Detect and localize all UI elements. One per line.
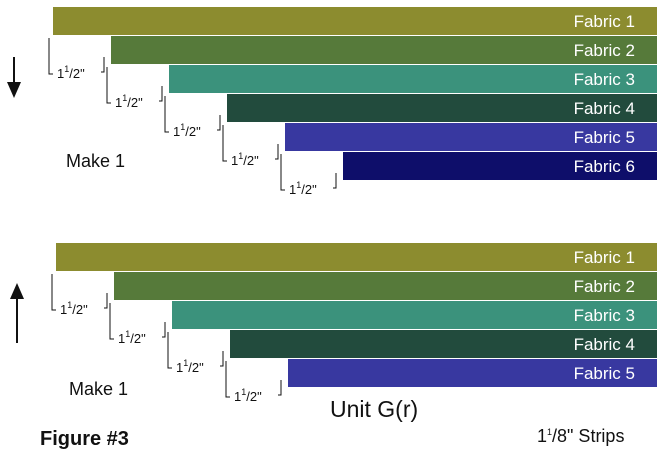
strip-label-fabric-2: Fabric 2 xyxy=(574,277,635,296)
strip-fabric-1 xyxy=(53,7,657,35)
strip-width-rest: /8" Strips xyxy=(552,426,624,446)
strip-label-fabric-5: Fabric 5 xyxy=(574,364,635,383)
svg-text:11/2": 11/2" xyxy=(118,329,146,346)
strip-fabric-6 xyxy=(343,152,657,180)
svg-text:11/2": 11/2" xyxy=(231,151,259,168)
strip-fabric-4 xyxy=(227,94,657,122)
offset-dimension-3: 11/2" xyxy=(167,332,224,375)
down-arrow-icon xyxy=(7,57,21,98)
strip-fabric-5 xyxy=(288,359,657,387)
strip-label-fabric-2: Fabric 2 xyxy=(574,41,635,60)
strip-fabric-3 xyxy=(172,301,657,329)
svg-text:11/2": 11/2" xyxy=(60,300,88,317)
strip-fabric-2 xyxy=(111,36,657,64)
strip-fabric-1 xyxy=(56,243,657,271)
figure-label: Figure #3 xyxy=(40,428,129,450)
strip-label-fabric-4: Fabric 4 xyxy=(574,335,635,354)
offset-dimension-1: 11/2" xyxy=(51,274,108,317)
strip-label-fabric-1: Fabric 1 xyxy=(574,12,635,31)
strip-label-fabric-6: Fabric 6 xyxy=(574,157,635,176)
unit-label: Unit G(r) xyxy=(330,396,418,422)
offset-dimension-2: 11/2" xyxy=(106,67,163,110)
up-arrow-icon xyxy=(10,283,24,343)
svg-text:11/2": 11/2" xyxy=(176,358,204,375)
offset-dimension-2: 11/2" xyxy=(109,303,166,346)
strip-width-sup: 1 xyxy=(547,427,552,437)
strip-width-whole: 1 xyxy=(537,426,547,446)
strip-label-fabric-4: Fabric 4 xyxy=(574,99,635,118)
svg-text:11/2": 11/2" xyxy=(57,64,85,81)
strip-label-fabric-5: Fabric 5 xyxy=(574,128,635,147)
strip-fabric-2 xyxy=(114,272,657,300)
strip-fabric-3 xyxy=(169,65,657,93)
offset-dimension-4: 11/2" xyxy=(225,361,282,404)
offset-dimension-4: 11/2" xyxy=(222,125,279,168)
make-count-note: Make 1 xyxy=(66,151,125,171)
top-strip-set: Fabric 1 Fabric 2 Fabric 3 Fabric 4 Fabric 5… xyxy=(7,7,657,197)
svg-text:11/2": 11/2" xyxy=(173,122,201,139)
bottom-strip-set: Fabric 1 Fabric 2 Fabric 3 Fabric 4 Fabric 5… xyxy=(10,243,657,404)
strip-fabric-4 xyxy=(230,330,657,358)
strip-width-label: 11/8" Strips xyxy=(537,426,624,446)
svg-text:11/2": 11/2" xyxy=(115,93,143,110)
offset-dimension-5: 11/2" xyxy=(280,154,337,197)
offset-dimension-1: 11/2" xyxy=(48,38,105,81)
make-count-note: Make 1 xyxy=(69,379,128,399)
strip-fabric-5 xyxy=(285,123,657,151)
svg-text:11/2": 11/2" xyxy=(234,387,262,404)
strip-label-fabric-3: Fabric 3 xyxy=(574,70,635,89)
strip-label-fabric-3: Fabric 3 xyxy=(574,306,635,325)
svg-text:11/2": 11/2" xyxy=(289,180,317,197)
strip-label-fabric-1: Fabric 1 xyxy=(574,248,635,267)
offset-dimension-3: 11/2" xyxy=(164,96,221,139)
